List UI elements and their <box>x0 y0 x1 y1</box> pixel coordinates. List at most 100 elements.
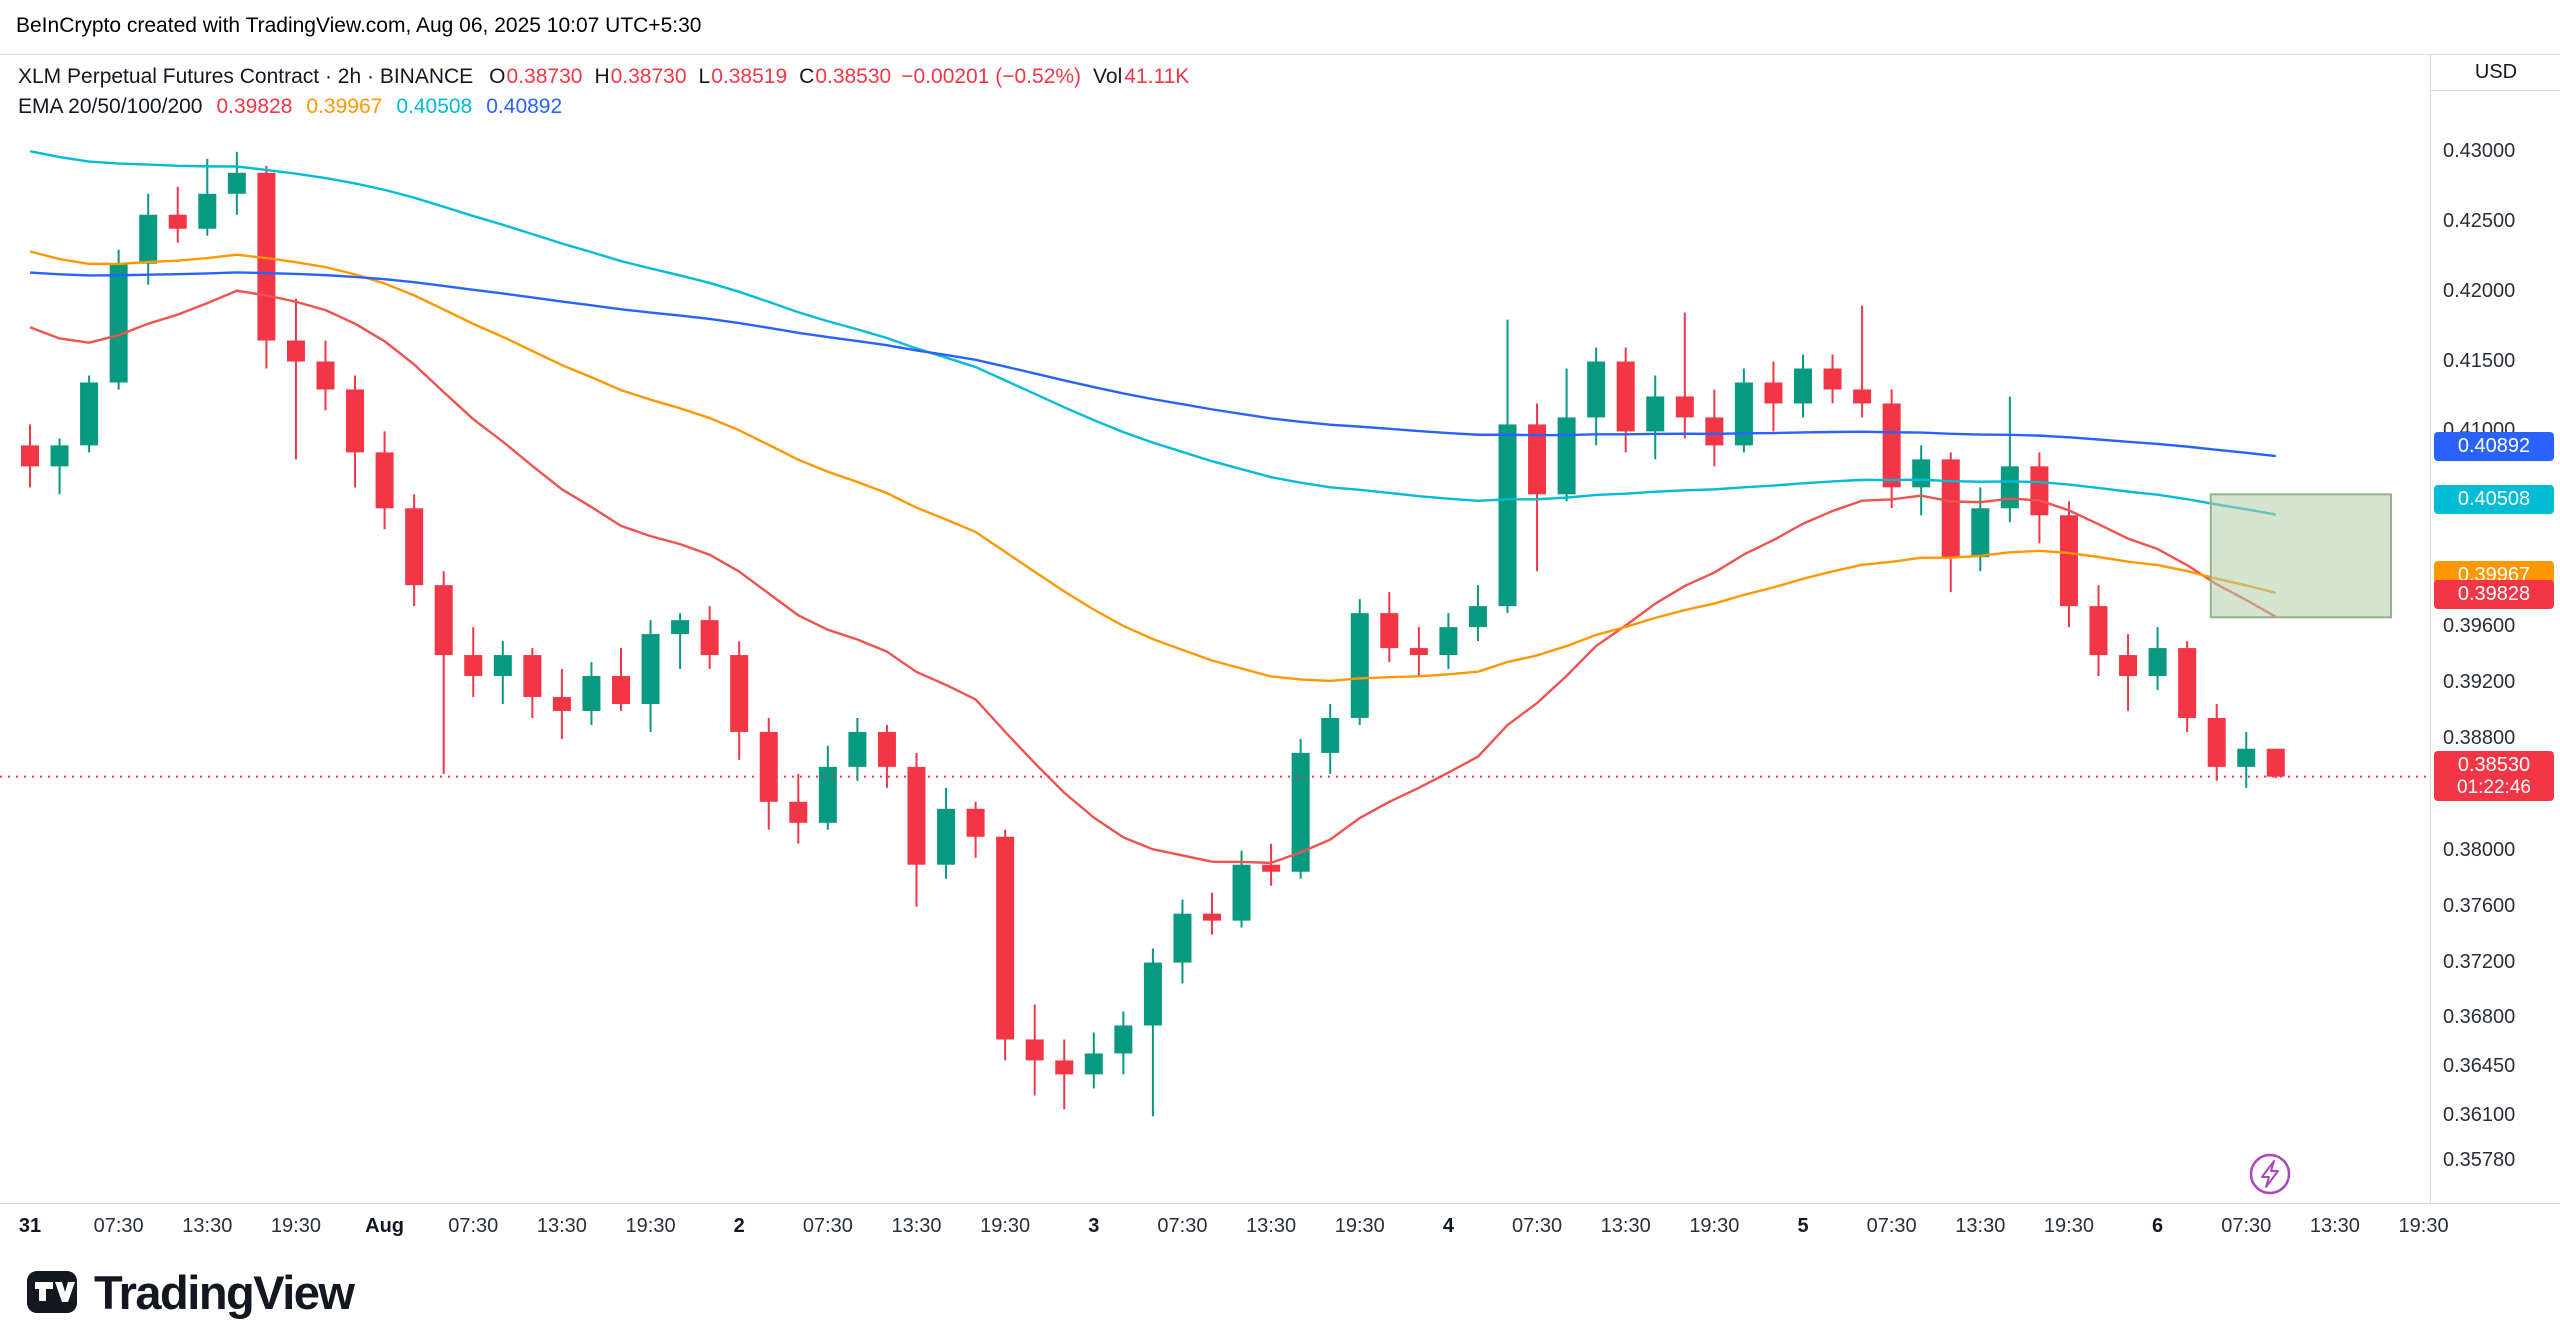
ema-price-badge: 0.39828 <box>2434 580 2554 610</box>
candle <box>1764 361 1783 432</box>
candle <box>937 787 956 879</box>
close-label: C <box>799 65 815 88</box>
candle <box>966 801 985 858</box>
candle <box>1262 843 1281 886</box>
candle <box>1675 312 1694 439</box>
candle <box>1794 354 1812 418</box>
header-divider <box>0 54 2560 55</box>
price-tick-label: 0.38800 <box>2443 726 2516 749</box>
time-tick-label: 13:30 <box>536 1215 587 1237</box>
price-tick-label: 0.35780 <box>2443 1149 2516 1172</box>
time-tick-label: 5 <box>1797 1215 1809 1237</box>
candle <box>464 627 483 697</box>
time-tick-label: 13:30 <box>1246 1215 1297 1237</box>
tradingview-wordmark: TradingView <box>94 1265 355 1319</box>
time-tick-label: 13:30 <box>891 1215 942 1237</box>
bar-countdown: 01:22:46 <box>2457 776 2531 798</box>
time-tick-label: 13:30 <box>182 1215 233 1237</box>
candle <box>1971 487 1990 572</box>
time-tick-label: 07:30 <box>1866 1215 1917 1237</box>
candle <box>198 158 217 236</box>
ema-100-line <box>29 150 2277 516</box>
tradingview-branding[interactable]: TradingView <box>26 1260 355 1324</box>
time-tick-label: 19:30 <box>2043 1215 2094 1237</box>
candle <box>286 298 305 460</box>
price-tick-label: 0.42500 <box>2443 209 2516 232</box>
candle <box>818 745 837 830</box>
candle <box>80 375 99 453</box>
candle <box>434 571 453 774</box>
change-value: −0.00201 (−0.52%) <box>901 65 1082 88</box>
candle <box>1528 403 1547 572</box>
currency-label[interactable]: USD <box>2431 54 2560 91</box>
price-tick-label: 0.39200 <box>2443 671 2516 693</box>
time-tick-label: 19:30 <box>2398 1215 2449 1237</box>
candle <box>2030 452 2049 544</box>
price-tick-label: 0.41500 <box>2443 349 2516 372</box>
time-tick-label: 19:30 <box>1689 1215 1740 1237</box>
candle <box>1380 592 1399 663</box>
candle <box>1882 389 1901 509</box>
time-tick-label: 07:30 <box>448 1215 499 1237</box>
time-tick-label: 19:30 <box>625 1215 676 1237</box>
chart-legend: XLM Perpetual Futures Contract · 2h · BI… <box>18 62 1189 122</box>
close-value: 0.38530 <box>815 65 892 88</box>
candle <box>641 620 660 732</box>
ema-200-line <box>29 271 2276 458</box>
price-tick-label: 0.36100 <box>2443 1104 2516 1127</box>
candle <box>552 669 571 739</box>
candle <box>877 724 896 788</box>
volume-value: 41.11K <box>1124 65 1190 88</box>
ema-20-line <box>29 289 2277 865</box>
time-tick-label: 07:30 <box>93 1215 144 1237</box>
symbol-title[interactable]: XLM Perpetual Futures Contract · 2h · BI… <box>18 65 474 88</box>
time-tick-label: 13:30 <box>1955 1215 2006 1237</box>
candle <box>2000 396 2019 523</box>
candle <box>1173 899 1192 984</box>
candle <box>2178 641 2197 732</box>
time-tick-label: Aug <box>365 1215 405 1237</box>
candle <box>1646 375 1665 460</box>
current-price-badge: 0.38530 01:22:46 <box>2434 750 2554 801</box>
candle <box>1350 599 1369 725</box>
time-tick-label: 13:30 <box>2309 1215 2360 1237</box>
price-tick-label: 0.37600 <box>2443 894 2516 917</box>
candle <box>2266 748 2285 779</box>
low-value: 0.38519 <box>711 65 788 88</box>
time-tick-label: 07:30 <box>1157 1215 1208 1237</box>
watermark-text: BeInCrypto created with TradingView.com,… <box>16 14 702 37</box>
ema-price-badge: 0.40508 <box>2434 485 2554 515</box>
candle <box>21 424 39 488</box>
candle <box>1705 389 1724 467</box>
candle <box>1498 319 1517 614</box>
low-label: L <box>698 65 711 88</box>
candle <box>1587 347 1606 446</box>
candle <box>2207 703 2226 781</box>
candle <box>996 829 1015 1061</box>
candle <box>1203 892 1221 935</box>
candle <box>848 717 867 781</box>
candle <box>1853 305 1872 418</box>
ema-indicator-title[interactable]: EMA 20/50/100/200 <box>18 95 203 118</box>
candle <box>730 641 749 760</box>
candlestick-chart[interactable] <box>0 54 2430 1203</box>
candle <box>257 165 276 369</box>
candle <box>109 249 128 390</box>
candle <box>759 717 778 830</box>
time-tick-label: 6 <box>2152 1215 2164 1237</box>
lightning-icon[interactable] <box>2249 1153 2291 1195</box>
candle <box>2089 585 2108 677</box>
high-label: H <box>594 65 610 88</box>
ema50-value: 0.39967 <box>306 95 383 118</box>
candle <box>139 193 158 285</box>
supply-zone-rectangle[interactable] <box>2209 493 2393 619</box>
candle <box>168 186 187 243</box>
time-tick-label: 07:30 <box>2221 1215 2272 1237</box>
candle <box>789 773 808 844</box>
candle <box>1055 1039 1074 1110</box>
time-axis[interactable]: 31 07:30 13:30 19:30 Aug 07:30 13:30 19:30 2 07:3… <box>0 1203 2560 1250</box>
candle <box>375 431 394 530</box>
price-axis[interactable]: USD 0.43000 0.42500 0.42000 0.41500 0.41000 0… <box>2430 54 2560 1203</box>
open-value: 0.38730 <box>506 65 583 88</box>
price-tick-label: 0.38000 <box>2443 838 2516 861</box>
